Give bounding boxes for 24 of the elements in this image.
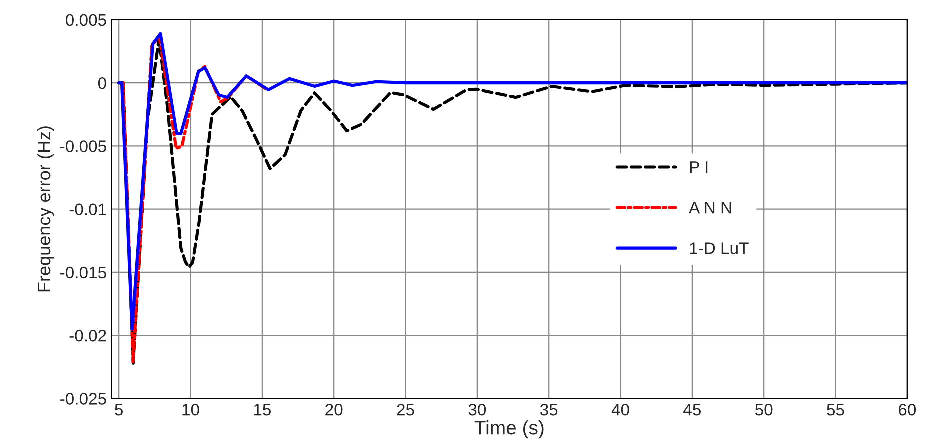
x-tick-label: 15 bbox=[254, 404, 271, 416]
y-axis-title: Frequency error (Hz) bbox=[37, 126, 54, 292]
legend-label: A N N bbox=[689, 202, 732, 214]
x-tick-label: 55 bbox=[827, 404, 844, 416]
y-tick-label: -0.015 bbox=[60, 266, 106, 279]
y-tick-label: -0.02 bbox=[70, 330, 106, 342]
legend-label: 1-D LuT bbox=[690, 242, 749, 254]
x-tick-label: 30 bbox=[468, 404, 486, 416]
x-tick-label: 50 bbox=[755, 404, 773, 416]
y-tick-label: -0.01 bbox=[70, 204, 106, 216]
x-tick-label: 5 bbox=[115, 404, 124, 416]
x-tick-label: 40 bbox=[612, 404, 630, 416]
x-tick-label: 10 bbox=[182, 404, 200, 416]
x-tick-label: 25 bbox=[397, 404, 414, 416]
legend-label: P I bbox=[690, 162, 708, 174]
x-tick-label: 35 bbox=[540, 404, 558, 416]
x-tick-label: 60 bbox=[899, 404, 916, 416]
y-tick-label: -0.025 bbox=[60, 393, 106, 405]
x-tick-label: 45 bbox=[684, 404, 701, 416]
y-tick-label: 0 bbox=[98, 77, 106, 90]
y-tick-label: 0.005 bbox=[66, 14, 106, 26]
x-tick-label: 20 bbox=[326, 404, 343, 416]
y-tick-label: -0.005 bbox=[60, 140, 106, 152]
x-axis-title: Time (s) bbox=[474, 420, 544, 439]
